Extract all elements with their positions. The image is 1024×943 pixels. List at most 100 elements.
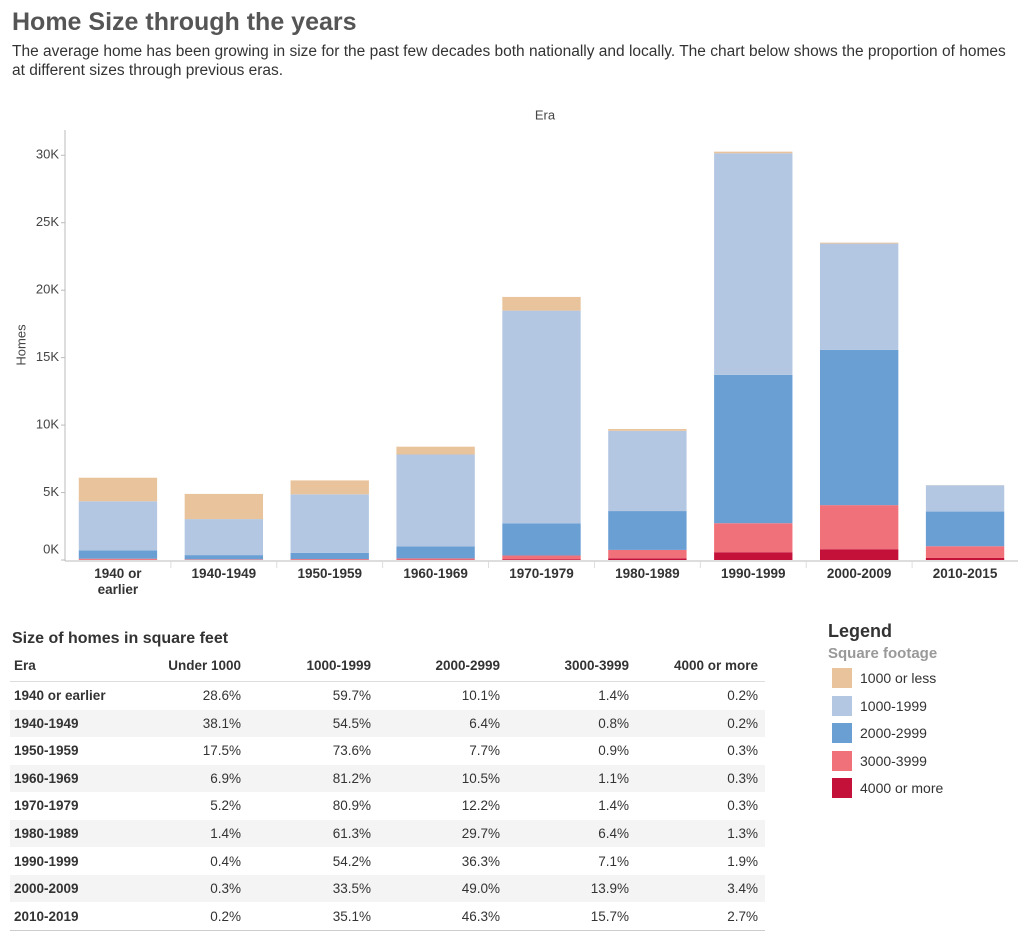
bar-segment	[290, 552, 369, 560]
bar-segment	[819, 349, 899, 506]
bar-segment	[608, 549, 687, 559]
legend-swatch	[832, 750, 852, 771]
table-header-rule	[10, 681, 765, 682]
x-tick-label: 1960-1969	[403, 566, 468, 581]
table-cell: 73.6%	[332, 743, 371, 759]
y-tick-label: 5K	[43, 484, 59, 499]
table-row-bg	[10, 820, 765, 847]
bar-segment	[714, 151, 793, 154]
table-cell: 0.2%	[727, 715, 758, 731]
x-tick-label: 1950-1959	[297, 566, 362, 581]
table-cell: 1950-1959	[14, 743, 79, 759]
bar-segment	[925, 511, 1005, 547]
table-cell: 7.1%	[598, 853, 629, 869]
bar-segment	[290, 480, 369, 495]
table-cell: 2010-2019	[14, 908, 79, 924]
table-row-bg	[10, 709, 765, 737]
legend-swatch	[832, 695, 852, 716]
x-tick-label: 1980-1989	[615, 566, 680, 581]
table-title: Size of homes in square feet	[12, 630, 229, 647]
legend-subtitle: Square footage	[828, 645, 938, 662]
bar-segment	[608, 430, 687, 512]
table-header: Under 1000	[168, 658, 241, 673]
table-cell: 0.2%	[727, 688, 758, 703]
table-cell: 12.2%	[461, 798, 500, 814]
table-cell: 28.6%	[202, 688, 241, 703]
bar-segment	[714, 374, 793, 524]
bar-segment	[608, 429, 687, 431]
table-cell: 80.9%	[332, 798, 371, 814]
table-cell: 0.9%	[598, 743, 629, 759]
table-cell: 1940 or earlier	[14, 688, 106, 703]
table-cell: 1970-1979	[14, 798, 79, 814]
bar-segment	[396, 546, 475, 559]
y-tick-label: 0K	[43, 541, 59, 556]
x-tick-label: 1970-1979	[509, 566, 574, 581]
table-cell: 1.4%	[598, 688, 629, 703]
table-header: Era	[14, 658, 36, 673]
y-tick-label: 20K	[36, 282, 59, 297]
table-cell: 61.3%	[332, 826, 371, 841]
table-cell: 2.7%	[727, 908, 758, 924]
table-cell: 54.5%	[332, 715, 371, 731]
table-cell: 49.0%	[461, 881, 500, 897]
table-cell: 46.3%	[461, 908, 500, 924]
table-cell: 1980-1989	[14, 826, 79, 841]
bar-segment	[925, 485, 1005, 512]
table-cell: 10.5%	[461, 770, 500, 786]
bar-segment	[78, 477, 158, 502]
bar-segment	[714, 523, 793, 553]
table-cell: 54.2%	[332, 853, 371, 869]
legend-label: 4000 or more	[860, 780, 944, 796]
table-cell: 38.1%	[202, 715, 241, 731]
table-cell: 6.9%	[210, 770, 241, 786]
y-tick-label: 10K	[36, 417, 59, 432]
table-cell: 5.2%	[210, 798, 241, 814]
table-cell: 1.4%	[598, 798, 629, 814]
legend-label: 1000 or less	[860, 670, 937, 686]
bar-segment	[608, 511, 687, 550]
y-tick-label: 15K	[36, 349, 59, 364]
table-cell: 81.2%	[332, 770, 371, 786]
table-cell: 0.2%	[210, 908, 241, 924]
table-cell: 0.3%	[727, 770, 758, 786]
bar-segment	[925, 557, 1005, 560]
bar-segment	[502, 310, 581, 524]
table-cell: 0.4%	[210, 853, 241, 869]
bar-segment	[184, 519, 264, 556]
bar-segment	[396, 454, 475, 547]
legend-label: 2000-2999	[860, 725, 927, 741]
bar-segment	[819, 242, 899, 244]
bar-segment	[925, 546, 1005, 558]
table-cell: 29.7%	[461, 826, 500, 841]
table-cell: 0.3%	[727, 798, 758, 814]
table-cell: 59.7%	[332, 688, 371, 703]
legend-title: Legend	[828, 621, 893, 641]
table-cell: 36.3%	[461, 853, 500, 869]
table-cell: 33.5%	[332, 881, 371, 897]
page-subtitle: The average home has been growing in siz…	[12, 43, 1006, 79]
table-header: 2000-2999	[435, 658, 500, 673]
table-cell: 1990-1999	[14, 853, 79, 869]
table-cell: 0.3%	[727, 743, 758, 759]
table-cell: 1940-1949	[14, 715, 79, 731]
y-tick-label: 30K	[36, 147, 59, 162]
table-cell: 1.9%	[727, 853, 758, 869]
table-cell: 7.7%	[469, 743, 500, 759]
bar-segment	[608, 558, 687, 560]
x-tick-label: 2000-2009	[826, 566, 892, 581]
bar-segment	[714, 153, 793, 375]
bar-segment	[819, 243, 899, 350]
table-cell: 1.1%	[598, 770, 629, 786]
bar-segment	[714, 552, 793, 560]
legend-swatch	[832, 723, 852, 743]
table-cell: 35.1%	[332, 908, 371, 924]
x-tick-label: 1940-1949	[191, 566, 257, 581]
table-header: 3000-3999	[564, 658, 629, 673]
table-cell: 0.3%	[210, 881, 241, 897]
legend-swatch	[832, 668, 852, 688]
bar-segment	[78, 550, 158, 559]
legend-swatch	[832, 778, 852, 798]
table-cell: 2000-2009	[14, 881, 79, 897]
